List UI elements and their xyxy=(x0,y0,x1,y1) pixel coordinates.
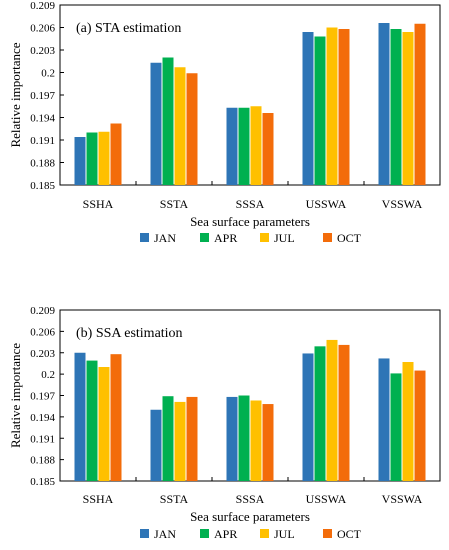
y-tick-label: 0.209 xyxy=(30,305,55,317)
x-axis-label: Sea surface parameters xyxy=(190,509,310,524)
bar-jul-vsswa xyxy=(402,362,414,481)
y-tick-label: 0.194 xyxy=(30,412,55,424)
legend-label-apr: APR xyxy=(214,527,237,541)
bar-jul-ssha xyxy=(98,367,110,481)
x-tick-label: SSTA xyxy=(160,197,189,211)
y-tick-label: 0.209 xyxy=(30,0,55,12)
bar-jul-ssta xyxy=(174,67,186,185)
bar-jan-ssha xyxy=(74,352,86,481)
bar-jan-ssta xyxy=(150,409,162,481)
bar-jul-sssa xyxy=(250,400,262,481)
y-axis-label: Relative importance xyxy=(8,343,23,448)
x-tick-label: SSSA xyxy=(236,197,265,211)
y-tick-label: 0.206 xyxy=(30,326,55,338)
bar-jul-usswa xyxy=(326,27,338,185)
bar-jul-sssa xyxy=(250,106,262,185)
legend-swatch-jul xyxy=(260,529,269,538)
bar-jan-sssa xyxy=(226,107,238,185)
x-tick-label: VSSWA xyxy=(382,197,423,211)
legend: JAN APR JUL OCT xyxy=(140,231,362,245)
bar-jul-ssta xyxy=(174,401,186,481)
chart-title: (a) STA estimation xyxy=(76,21,181,36)
y-tick-label: 0.185 xyxy=(30,476,55,488)
x-tick-label: SSHA xyxy=(83,197,114,211)
y-tick-label: 0.2 xyxy=(41,369,55,381)
legend-swatch-apr xyxy=(200,529,209,538)
chart-title: (b) SSA estimation xyxy=(76,326,183,341)
legend-swatch-jan xyxy=(140,529,149,538)
legend-label-apr: APR xyxy=(214,231,237,245)
legend: JAN APR JUL OCT xyxy=(140,527,362,541)
legend-label-jan: JAN xyxy=(154,527,176,541)
chart-panel-2: 0.185 0.188 0.191 0.194 0.197 0.2 0.203 0.206 0.… xyxy=(8,305,441,541)
legend-swatch-jul xyxy=(260,233,269,242)
bar-apr-ssha xyxy=(86,360,98,481)
bar-apr-ssta xyxy=(162,57,174,185)
y-tick-label: 0.197 xyxy=(30,90,55,102)
bar-jan-usswa xyxy=(302,32,314,185)
bar-apr-usswa xyxy=(314,36,326,185)
bar-oct-ssha xyxy=(110,354,122,481)
legend-label-oct: OCT xyxy=(337,527,362,541)
x-axis-label: Sea surface parameters xyxy=(190,214,310,229)
bar-oct-ssta xyxy=(186,73,198,185)
y-axis-label: Relative importance xyxy=(8,42,23,147)
bar-oct-vsswa xyxy=(414,370,426,481)
bar-apr-vsswa xyxy=(390,29,402,185)
chart-panel-1: 0.185 0.188 0.191 0.194 0.197 0.2 0.203 0.206 0.… xyxy=(8,0,441,245)
x-tick-label: USSWA xyxy=(306,197,347,211)
legend-swatch-apr xyxy=(200,233,209,242)
bar-jan-vsswa xyxy=(378,358,390,481)
legend-label-jan: JAN xyxy=(154,231,176,245)
bar-oct-ssha xyxy=(110,123,122,185)
x-tick-label: SSHA xyxy=(83,492,114,506)
x-tick-label: SSSA xyxy=(236,492,265,506)
x-tick-label: USSWA xyxy=(306,492,347,506)
y-tick-label: 0.197 xyxy=(30,391,55,403)
bar-jul-ssha xyxy=(98,131,110,185)
y-tick-label: 0.191 xyxy=(30,135,55,147)
y-tick-label: 0.206 xyxy=(30,23,55,35)
legend-label-jul: JUL xyxy=(274,527,295,541)
bar-oct-sssa xyxy=(262,404,274,481)
bar-jan-sssa xyxy=(226,396,238,481)
bar-jan-vsswa xyxy=(378,23,390,185)
bar-jan-ssta xyxy=(150,62,162,185)
bar-oct-vsswa xyxy=(414,23,426,185)
x-tick-label: SSTA xyxy=(160,492,189,506)
bar-oct-sssa xyxy=(262,113,274,185)
bar-apr-ssha xyxy=(86,132,98,185)
bar-oct-usswa xyxy=(338,29,350,185)
legend-swatch-oct xyxy=(323,529,332,538)
bar-oct-ssta xyxy=(186,396,198,481)
x-tick-label: VSSWA xyxy=(382,492,423,506)
y-tick-label: 0.191 xyxy=(30,433,55,445)
y-tick-label: 0.203 xyxy=(30,45,55,57)
legend-swatch-jan xyxy=(140,233,149,242)
bar-apr-vsswa xyxy=(390,373,402,481)
bar-jul-usswa xyxy=(326,339,338,481)
bar-jan-ssha xyxy=(74,137,86,185)
y-tick-label: 0.188 xyxy=(30,158,55,170)
bar-jan-usswa xyxy=(302,353,314,481)
legend-label-oct: OCT xyxy=(337,231,362,245)
bar-apr-sssa xyxy=(238,395,250,481)
legend-swatch-oct xyxy=(323,233,332,242)
bar-apr-usswa xyxy=(314,346,326,481)
y-tick-label: 0.185 xyxy=(30,180,55,192)
bar-jul-vsswa xyxy=(402,32,414,185)
y-tick-label: 0.203 xyxy=(30,348,55,360)
bar-oct-usswa xyxy=(338,344,350,481)
y-tick-label: 0.2 xyxy=(41,68,55,80)
y-tick-label: 0.194 xyxy=(30,113,55,125)
bar-apr-sssa xyxy=(238,107,250,185)
y-tick-label: 0.188 xyxy=(30,455,55,467)
legend-label-jul: JUL xyxy=(274,231,295,245)
bar-apr-ssta xyxy=(162,396,174,481)
